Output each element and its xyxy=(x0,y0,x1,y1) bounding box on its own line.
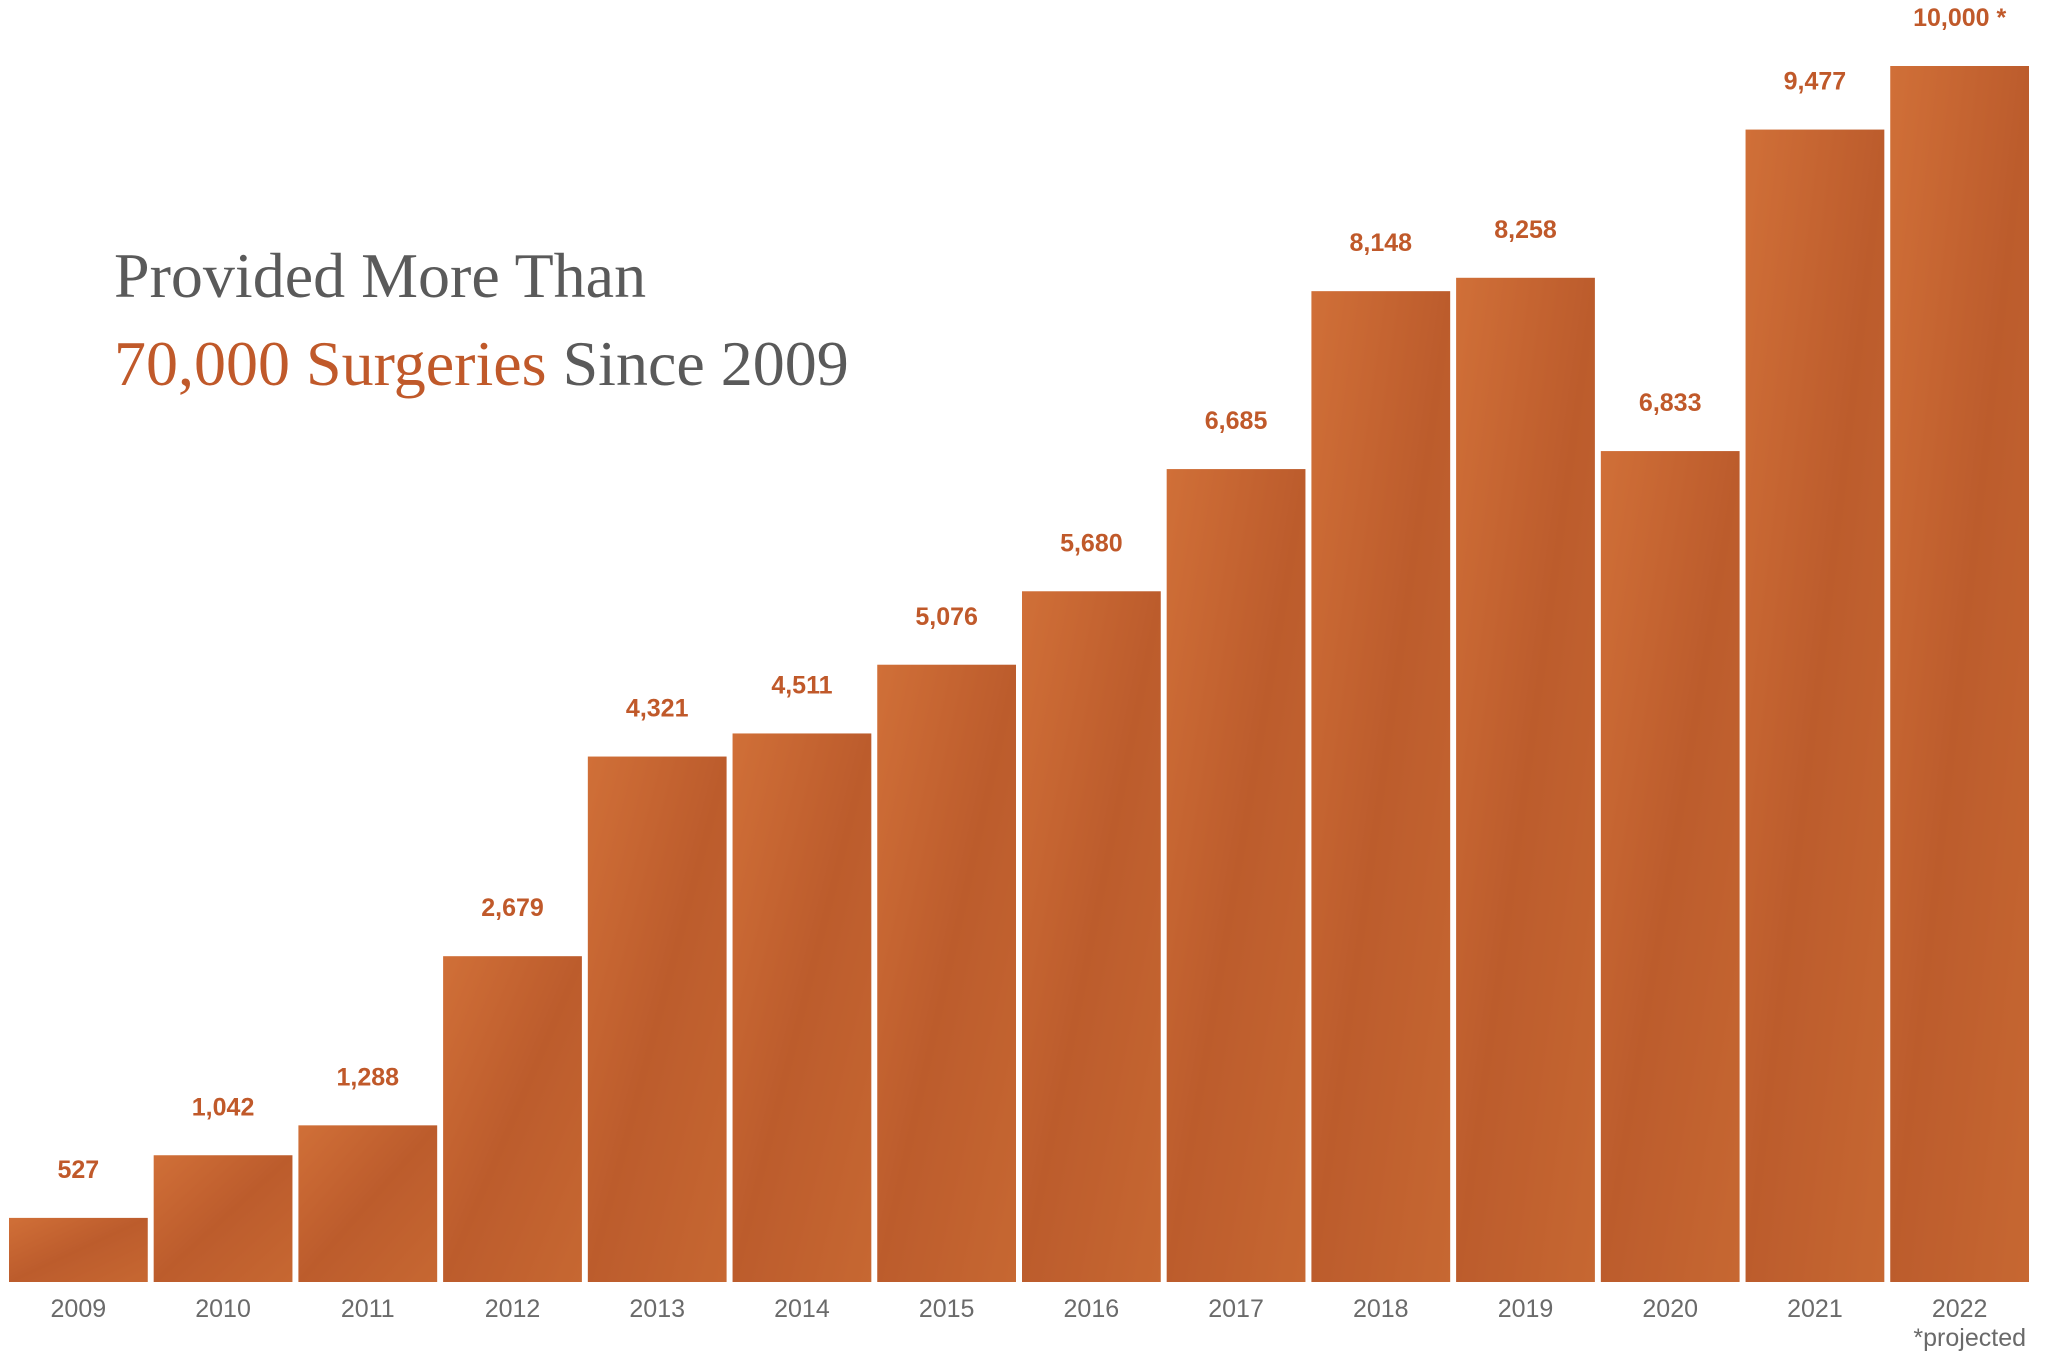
bar xyxy=(1890,66,2029,1282)
x-tick-label: 2017 xyxy=(1208,1295,1264,1323)
bar-tint xyxy=(1745,129,1885,1282)
bar xyxy=(298,1125,438,1282)
footnote: *projected xyxy=(1913,1324,2026,1352)
bar-tint xyxy=(587,756,727,1282)
bar xyxy=(9,1217,148,1282)
x-tick-label: 2010 xyxy=(195,1295,251,1323)
value-label: 8,148 xyxy=(1350,229,1413,257)
x-tick-label: 2013 xyxy=(629,1295,685,1323)
value-label: 4,511 xyxy=(771,671,832,699)
chart-title: Provided More Than xyxy=(114,240,646,311)
bar-tint xyxy=(153,1155,293,1282)
bar xyxy=(587,756,727,1282)
bar-tint xyxy=(1890,66,2029,1282)
value-label: 1,042 xyxy=(192,1093,255,1121)
bar-tint xyxy=(9,1217,148,1282)
bar xyxy=(1311,291,1451,1282)
bar xyxy=(1745,129,1885,1282)
subtitle-rest: Since 2009 xyxy=(563,328,849,399)
bar-tint xyxy=(298,1125,438,1282)
chart-subtitle: 70,000 Surgeries Since 2009 xyxy=(114,328,849,399)
value-label: 5,076 xyxy=(915,603,978,631)
bar-tint xyxy=(1311,291,1451,1282)
bar-tint xyxy=(732,733,872,1282)
bar-tint xyxy=(1600,451,1740,1283)
x-tick-label: 2012 xyxy=(485,1295,541,1323)
x-tick-label: 2020 xyxy=(1642,1295,1698,1323)
value-label: 2,679 xyxy=(481,894,544,922)
bar xyxy=(1600,451,1740,1283)
x-tick-label: 2014 xyxy=(774,1295,830,1323)
bar xyxy=(1022,591,1161,1282)
bar-tint xyxy=(1456,277,1595,1282)
x-tick-label: 2019 xyxy=(1498,1295,1554,1323)
bar-tint xyxy=(443,956,582,1282)
bar xyxy=(153,1155,293,1282)
value-label: 4,321 xyxy=(626,695,689,723)
bar xyxy=(1456,277,1595,1282)
value-label: 1,288 xyxy=(337,1063,400,1091)
bar-tint xyxy=(877,664,1016,1282)
x-tick-label: 2015 xyxy=(919,1295,975,1323)
value-label: 10,000 * xyxy=(1913,4,2006,32)
value-label: 5,680 xyxy=(1060,529,1123,557)
value-label: 527 xyxy=(57,1156,99,1184)
x-tick-label: 2018 xyxy=(1353,1295,1409,1323)
value-label: 9,477 xyxy=(1784,68,1847,96)
x-tick-label: 2021 xyxy=(1787,1295,1843,1323)
bar-tint xyxy=(1022,591,1161,1282)
x-tick-label: 2009 xyxy=(51,1295,107,1323)
bar xyxy=(443,956,582,1282)
bar xyxy=(732,733,872,1282)
value-label: 8,258 xyxy=(1494,216,1557,244)
x-tick-label: 2022 xyxy=(1932,1295,1988,1323)
bar xyxy=(877,664,1016,1282)
bar-tint xyxy=(1166,469,1306,1282)
x-tick-label: 2016 xyxy=(1064,1295,1120,1323)
value-label: 6,833 xyxy=(1639,389,1702,417)
value-label: 6,685 xyxy=(1205,407,1268,435)
bar xyxy=(1166,469,1306,1282)
subtitle-highlight: 70,000 Surgeries xyxy=(114,328,547,399)
x-tick-label: 2011 xyxy=(341,1295,395,1323)
